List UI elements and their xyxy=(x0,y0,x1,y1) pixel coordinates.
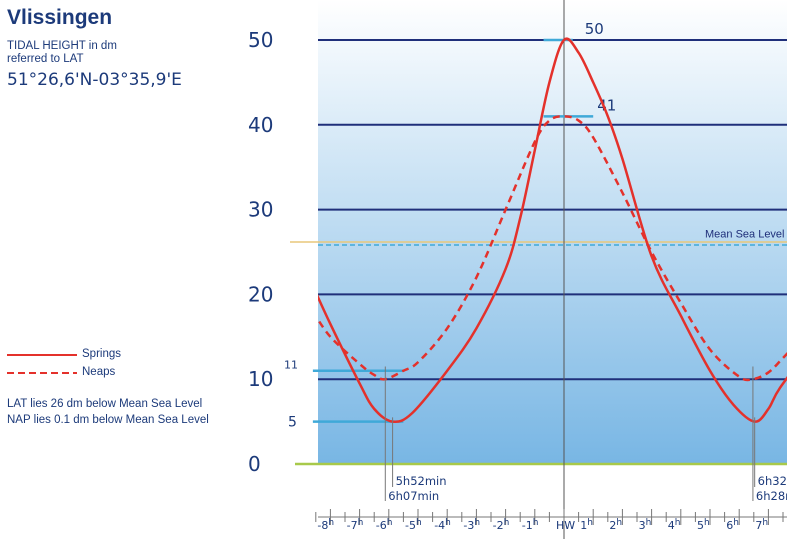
x-tick-label--5: -5h xyxy=(405,518,422,532)
x-tick-label--4: -4h xyxy=(434,518,451,532)
time-marker-label-2: 6h32min xyxy=(758,474,787,488)
x-tick-label--3: -3h xyxy=(463,518,480,532)
time-marker-label-3: 6h28min xyxy=(756,489,787,503)
y-tick-label-50: 50 xyxy=(248,28,273,52)
level-label-11: 11 xyxy=(284,359,298,372)
plot-background xyxy=(318,0,787,464)
x-tick-label-7: 7h xyxy=(755,518,768,532)
legend-neaps-label: Neaps xyxy=(82,366,116,378)
x-tick-label--2: -2h xyxy=(493,518,510,532)
station-title: Vlissingen xyxy=(7,6,113,29)
x-tick-label-1: 1h xyxy=(580,518,593,532)
msl-label: Mean Sea Level xyxy=(705,229,785,241)
station-coordinates: 51°26,6'N-03°35,9'E xyxy=(7,70,182,90)
subtitle-line-1: TIDAL HEIGHT in dm xyxy=(7,40,117,52)
level-label-50: 50 xyxy=(585,20,604,38)
level-label-5: 5 xyxy=(288,415,297,431)
x-tick-label-3: 3h xyxy=(639,518,652,532)
y-tick-label-30: 30 xyxy=(248,198,273,222)
lat-note: LAT lies 26 dm below Mean Sea Level xyxy=(7,398,203,410)
legend-neaps-swatch xyxy=(7,372,77,374)
x-tick-label--1: -1h xyxy=(522,518,539,532)
x-tick-label-HW: HW xyxy=(556,519,575,532)
x-tick-label-4: 4h xyxy=(668,518,681,532)
x-tick-label-5: 5h xyxy=(697,518,710,532)
legend-springs-label: Springs xyxy=(82,348,121,360)
x-tick-label-2: 2h xyxy=(609,518,622,532)
chart-subtitle: TIDAL HEIGHT in dm referred to LAT xyxy=(7,40,157,66)
y-tick-label-40: 40 xyxy=(248,113,273,137)
x-tick-label--6: -6h xyxy=(376,518,393,532)
y-tick-label-20: 20 xyxy=(248,282,273,306)
x-tick-label-6: 6h xyxy=(726,518,739,532)
nap-note: NAP lies 0.1 dm below Mean Sea Level xyxy=(7,414,209,426)
y-tick-label-0: 0 xyxy=(248,452,261,476)
time-marker-label-0: 5h52min xyxy=(396,474,447,488)
y-tick-label-10: 10 xyxy=(248,367,273,391)
subtitle-line-2: referred to LAT xyxy=(7,53,84,65)
time-marker-label-1: 6h07min xyxy=(388,489,439,503)
x-tick-label--8: -8h xyxy=(317,518,334,532)
x-tick-label--7: -7h xyxy=(347,518,364,532)
legend-springs-swatch xyxy=(7,354,77,356)
